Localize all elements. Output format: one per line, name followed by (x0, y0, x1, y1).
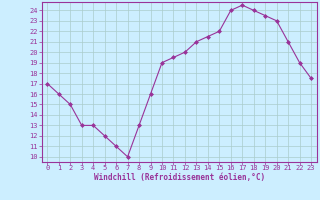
X-axis label: Windchill (Refroidissement éolien,°C): Windchill (Refroidissement éolien,°C) (94, 173, 265, 182)
